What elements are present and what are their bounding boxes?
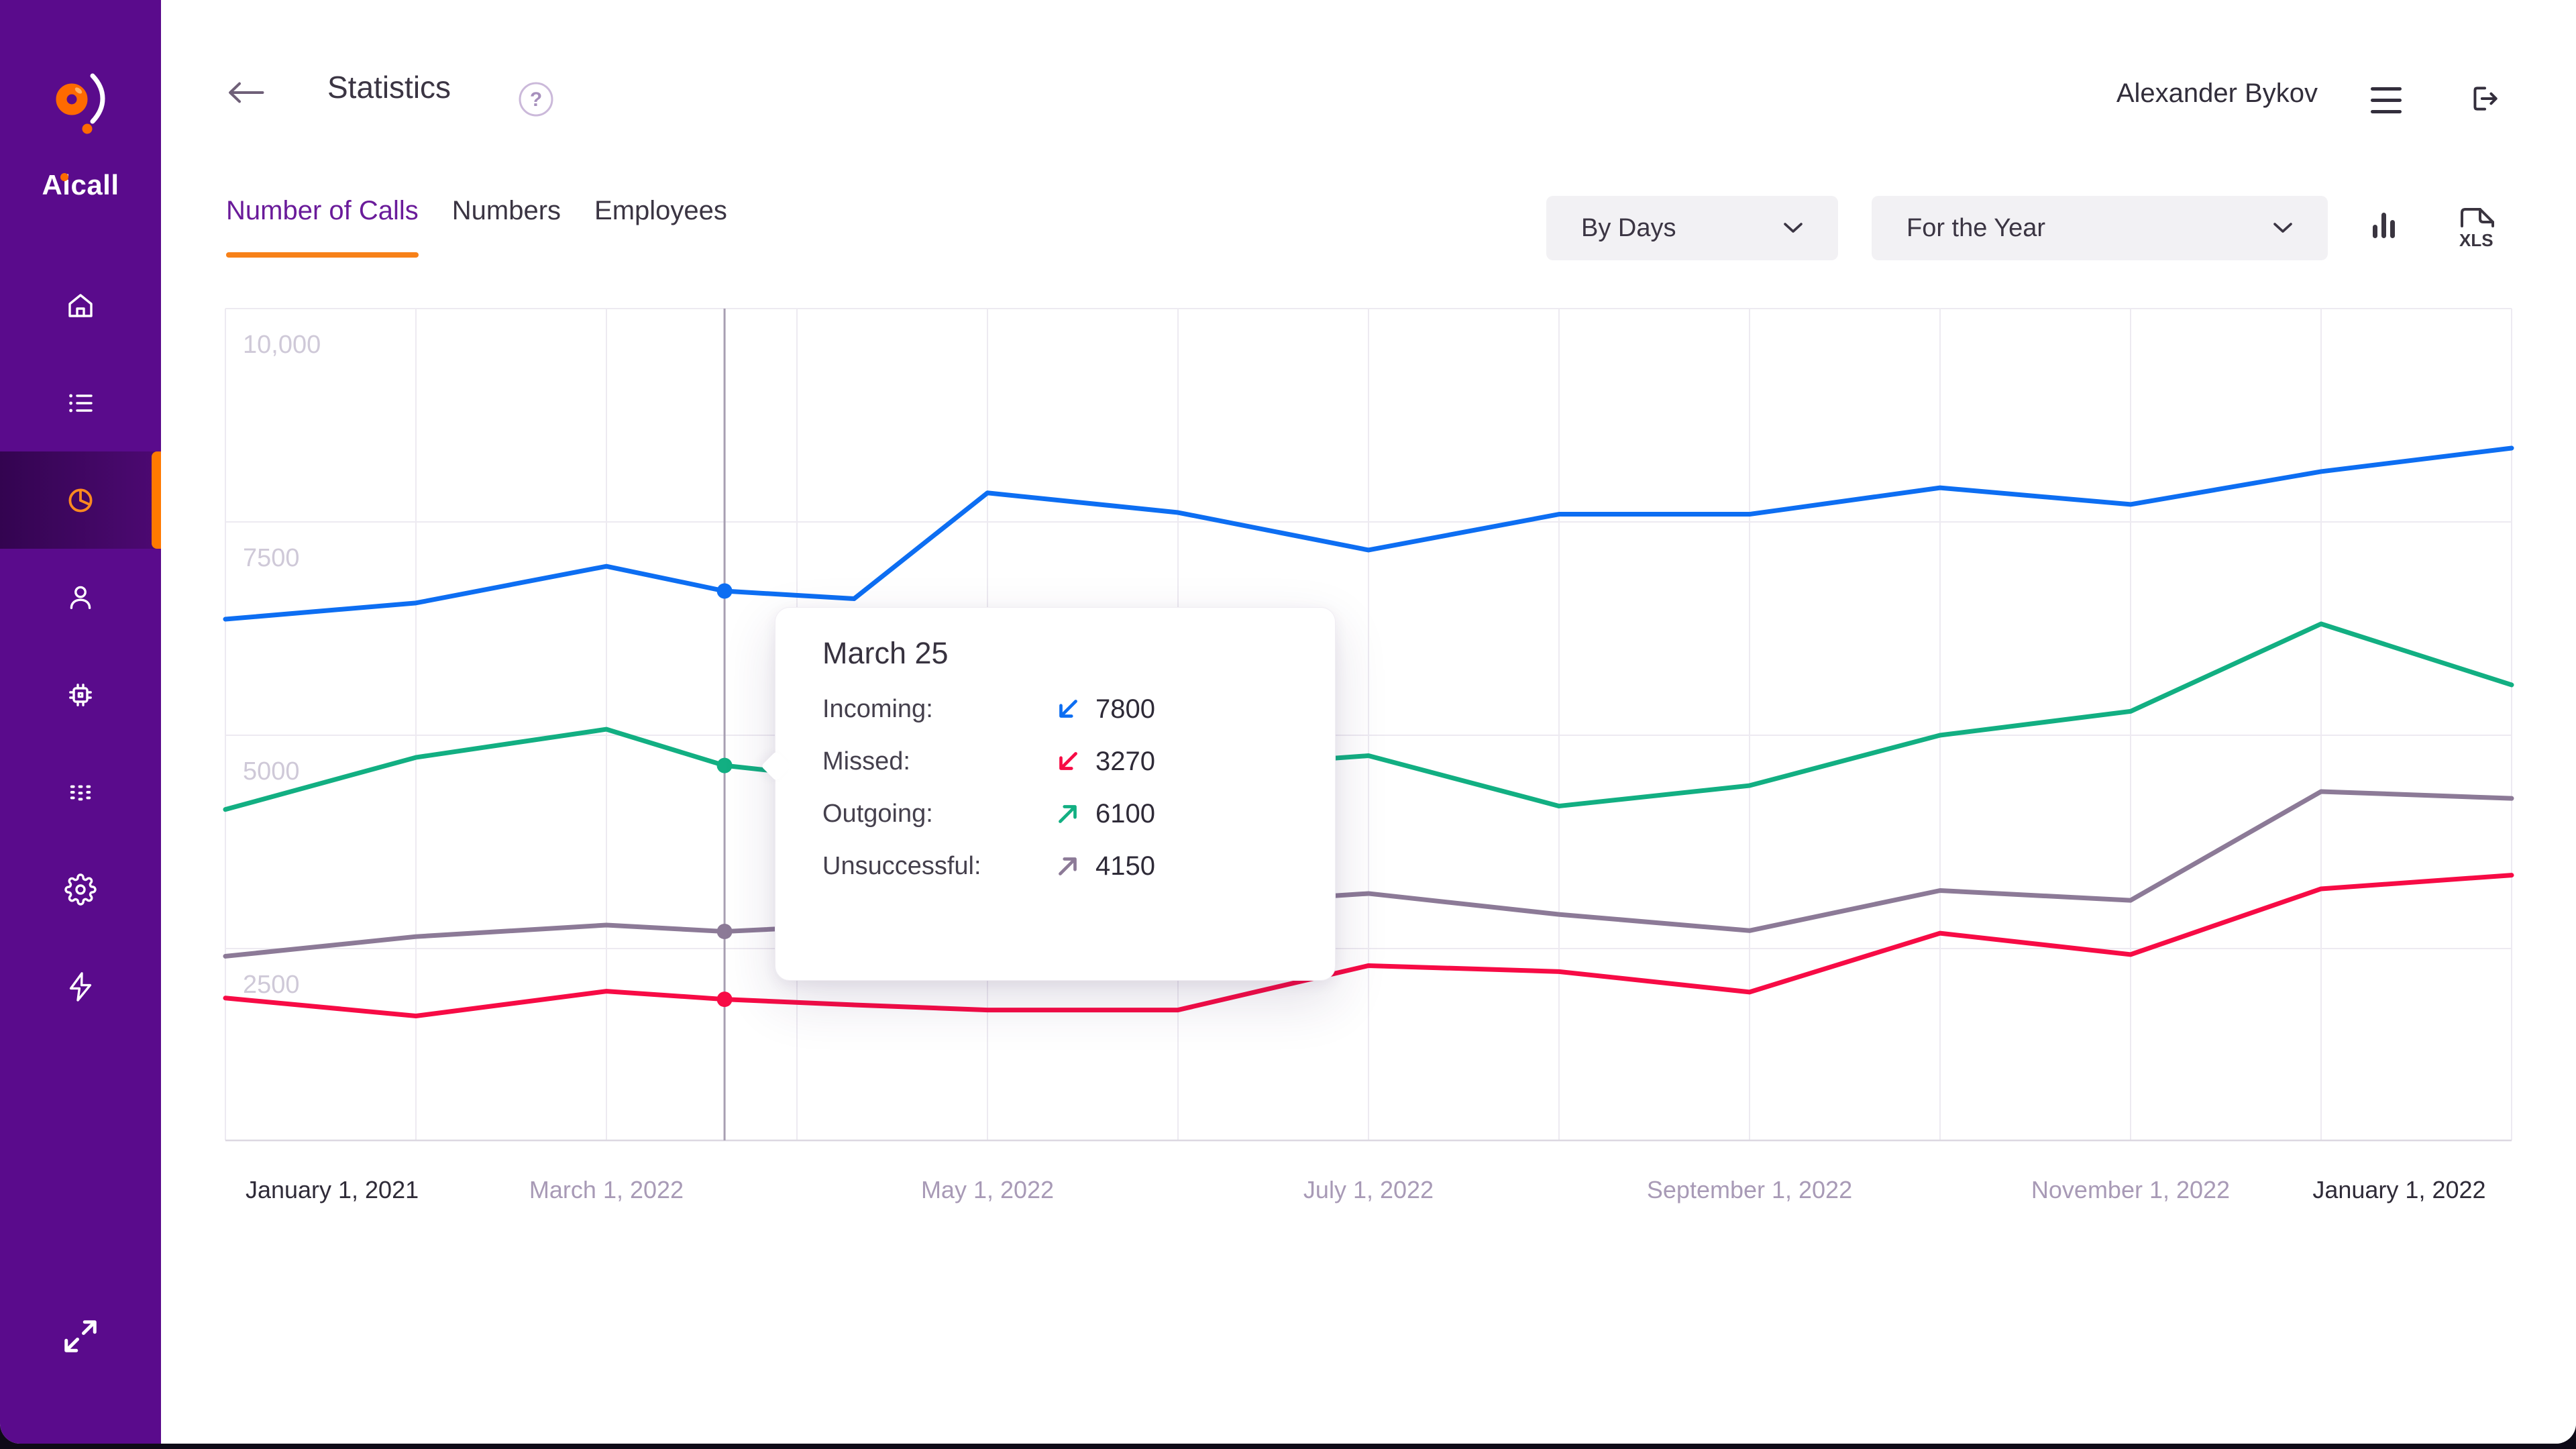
tooltip-row-arrow-3	[1059, 857, 1077, 875]
svg-text:March 1, 2022: March 1, 2022	[529, 1176, 684, 1203]
home-icon	[68, 293, 93, 317]
expand-button[interactable]	[60, 1316, 101, 1356]
chevron-down-icon	[1784, 223, 1803, 233]
xls-file-icon: XLS	[2459, 208, 2494, 250]
expand-icon	[64, 1320, 97, 1352]
svg-text:?: ?	[530, 89, 542, 111]
svg-text:January 1, 2021: January 1, 2021	[246, 1176, 419, 1203]
tooltip-row: Outgoing: 6100	[822, 798, 1155, 828]
svg-text:July 1, 2022: July 1, 2022	[1303, 1176, 1434, 1203]
tooltip-row: Unsuccessful: 4150	[822, 851, 1155, 881]
brand-logo[interactable]: Aicall	[0, 24, 161, 201]
logo-mark-icon	[56, 73, 105, 134]
tooltip-row: Missed: 3270	[822, 746, 1155, 776]
hamburger-icon	[2371, 87, 2402, 91]
sidebar-item-integrations[interactable]	[0, 938, 161, 1035]
logout-button[interactable]	[2467, 82, 2501, 115]
tab-employees[interactable]: Employees	[594, 196, 727, 225]
tooltip-row-arrow-1	[1059, 752, 1077, 770]
export-xls-button[interactable]: XLS	[2458, 203, 2500, 250]
brand-name: Aicall	[42, 169, 119, 201]
lightning-icon	[69, 971, 92, 1002]
range-select[interactable]: For the Year	[1872, 196, 2328, 260]
sidebar-item-settings[interactable]	[0, 841, 161, 938]
user-icon	[70, 586, 91, 609]
svg-text:September 1, 2022: September 1, 2022	[1647, 1176, 1852, 1203]
tab-number-of-calls[interactable]: Number of Calls	[226, 196, 419, 261]
sidebar-item-statistics[interactable]	[0, 451, 161, 549]
page-title: Statistics	[327, 70, 451, 105]
question-mark-icon: ?	[519, 82, 553, 117]
sidebar: Aicall	[0, 0, 161, 1444]
bar-chart-icon	[2373, 213, 2395, 238]
chart-type-button[interactable]	[2371, 211, 2397, 239]
cpu-icon	[69, 683, 92, 706]
back-arrow-icon	[229, 82, 264, 103]
pie-chart-icon	[68, 488, 93, 513]
svg-text:7500: 7500	[243, 544, 300, 572]
svg-text:10,000: 10,000	[243, 331, 321, 359]
brand-dot-icon	[60, 173, 68, 181]
active-indicator	[152, 451, 161, 549]
sidebar-item-numbers[interactable]	[0, 743, 161, 841]
svg-text:5000: 5000	[243, 757, 300, 786]
gear-icon	[64, 873, 97, 906]
tooltip-title: March 25	[822, 636, 949, 670]
svg-text:2500: 2500	[243, 971, 300, 999]
list-icon	[69, 394, 93, 412]
main-content: Statistics ? Alexander Bykov Number of C…	[161, 0, 2576, 1444]
sidebar-item-devices[interactable]	[0, 646, 161, 743]
back-button[interactable]	[225, 79, 269, 114]
active-tab-underline	[226, 252, 419, 258]
tab-numbers[interactable]: Numbers	[451, 196, 561, 225]
tooltip-row: Incoming: 7800	[822, 694, 1155, 724]
tooltip-row-arrow-0	[1059, 700, 1077, 718]
svg-text:January 1, 2022: January 1, 2022	[2312, 1176, 2485, 1203]
sidebar-item-home[interactable]	[0, 257, 161, 354]
sidebar-item-lists[interactable]	[0, 354, 161, 451]
chart-tooltip: March 25 Incoming: 7800 Missed: 3270 Out…	[775, 607, 1336, 981]
keypad-icon	[70, 785, 91, 800]
line-chart[interactable]: 10,000 7500 5000 2500 January 1, 2021 March 1…	[221, 297, 2522, 1230]
tooltip-row-arrow-2	[1059, 805, 1077, 823]
sidebar-item-profile[interactable]	[0, 549, 161, 646]
svg-text:November 1, 2022: November 1, 2022	[2031, 1176, 2230, 1203]
chevron-down-icon	[2273, 223, 2292, 233]
user-name[interactable]: Alexander Bykov	[2116, 78, 2318, 108]
menu-button[interactable]	[2371, 87, 2402, 114]
period-select[interactable]: By Days	[1546, 196, 1838, 260]
tab-bar: Number of Calls Numbers Employees	[226, 196, 727, 261]
svg-text:May 1, 2022: May 1, 2022	[921, 1176, 1054, 1203]
sidebar-nav	[0, 257, 161, 1035]
logout-icon	[2473, 87, 2498, 111]
svg-text:XLS: XLS	[2459, 230, 2493, 250]
help-button[interactable]: ?	[517, 80, 555, 118]
